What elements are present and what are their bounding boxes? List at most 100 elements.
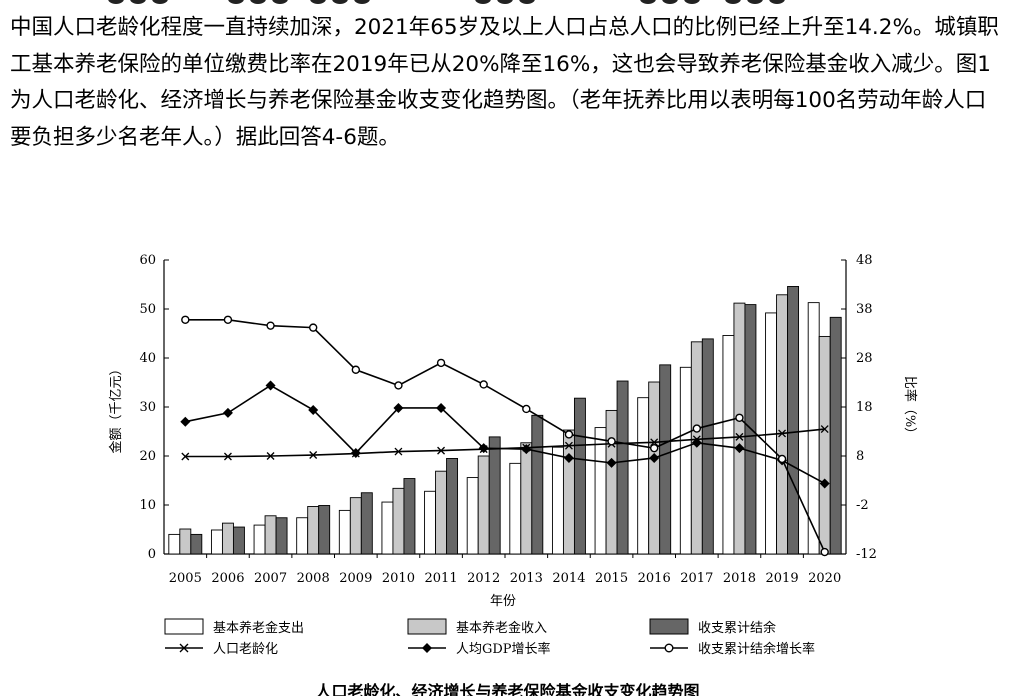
point-circle-2013 [522,404,531,414]
y-tick-label-right: 28 [856,351,873,366]
y-tick-label-left: 30 [139,400,156,415]
bar-1-2017 [690,341,703,555]
x-tick-label: 2010 [382,571,415,586]
bar-1-2011 [435,470,448,555]
x-tick-label: 2014 [552,571,585,586]
point-diamond-2014 [563,452,574,463]
bar-2-2016 [659,364,672,555]
bar-0-2015 [594,427,607,555]
bar-0-2011 [424,490,437,555]
point-diamond-2012 [478,443,489,454]
bar-1-2015 [605,409,618,555]
bar-1-2020 [818,335,831,555]
bar-0-2008 [296,517,309,555]
point-x-2006 [223,452,232,461]
point-x-2011 [437,446,446,455]
y-tick-label-left: 60 [139,253,156,268]
bar-0-2013 [509,462,522,555]
x-tick-label: 2011 [425,571,458,586]
legend-label: 人均GDP增长率 [456,641,551,657]
chart-caption: 人口老龄化、经济增长与养老保险基金收支变化趋势图 [315,682,700,696]
point-x-2019 [778,429,787,438]
bar-1-2018 [733,302,746,555]
point-circle-2011 [436,358,446,368]
x-axis-label: 年份 [490,594,516,609]
legend-marker-circle [664,643,674,653]
bar-2-2008 [318,505,331,555]
point-x-2020 [820,425,829,434]
point-diamond-2018 [734,443,745,454]
line-series-2 [185,318,826,553]
x-tick-label: 2005 [169,571,202,586]
bar-1-2013 [520,442,533,555]
y-tick-label-right: -2 [856,498,869,513]
bar-0-2006 [210,529,223,555]
bar-2-2014 [573,397,586,555]
x-tick-label: 2018 [723,571,756,586]
point-circle-2005 [181,315,190,324]
legend-swatch-1 [407,618,447,635]
bar-2-2020 [829,316,842,555]
y-tick-label-left: 10 [139,498,156,513]
bar-0-2007 [253,524,266,555]
bar-2-2006 [232,526,245,555]
bar-2-2013 [531,414,544,555]
legend-label: 基本养老金支出 [213,620,304,636]
y-axis-label-right: 比率（%） [902,376,918,440]
chart-axes: 0 10 20 30 40 50 60 -12 -2 8 18 28 38 48 2005 2006 2007 2… [139,253,876,586]
bar-1-2014 [562,429,575,555]
x-tick-label: 2013 [510,571,543,586]
bar-1-2007 [264,515,277,555]
point-diamond-2020 [819,478,830,489]
y-tick-label-left: 50 [139,302,156,317]
legend-label: 人口老龄化 [213,642,278,657]
point-diamond-2008 [308,404,319,415]
point-x-2005 [181,452,190,461]
bar-2-2019 [787,286,800,555]
legend-swatch-2 [649,618,689,635]
x-tick-label: 2016 [638,571,671,586]
cropped-top-glyphs [0,0,1015,8]
legend-marker-diamond [422,643,432,653]
point-circle-2012 [479,380,488,389]
point-circle-2009 [351,365,361,374]
point-x-2018 [735,432,744,441]
bar-2-2005 [190,533,203,555]
y-tick-label-left: 20 [139,449,156,464]
bar-2-2011 [446,458,459,555]
point-diamond-2010 [393,402,404,413]
point-x-2016 [650,438,659,447]
x-tick-label: 2006 [211,571,244,586]
point-circle-2015 [607,437,616,446]
point-diamond-2015 [606,457,617,468]
x-tick-label: 2007 [254,571,287,586]
bar-1-2010 [392,487,405,555]
y-tick-label-right: 38 [856,302,873,317]
point-circle-2020 [820,547,829,557]
bar-1-2016 [648,381,661,555]
bar-2-2012 [488,436,501,555]
bar-1-2008 [307,506,320,555]
point-diamond-2017 [691,437,702,448]
bar-0-2016 [637,397,650,555]
point-diamond-2016 [649,452,660,463]
bar-0-2018 [722,335,735,555]
x-tick-label: 2017 [680,571,713,586]
bar-0-2017 [679,366,692,555]
point-diamond-2013 [521,444,532,455]
bar-2-2009 [360,492,373,555]
bar-2-2010 [403,478,416,555]
x-tick-label: 2019 [766,571,799,586]
point-diamond-2007 [265,380,276,391]
point-circle-2008 [308,323,318,332]
bar-1-2009 [349,497,362,555]
point-x-2014 [564,441,573,450]
bar-0-2010 [381,501,394,555]
point-diamond-2011 [436,402,447,413]
point-diamond-2009 [350,448,361,459]
legend-marker-x [179,643,189,653]
point-circle-2016 [649,443,659,453]
point-circle-2018 [735,413,744,422]
x-tick-label: 2020 [808,571,841,586]
